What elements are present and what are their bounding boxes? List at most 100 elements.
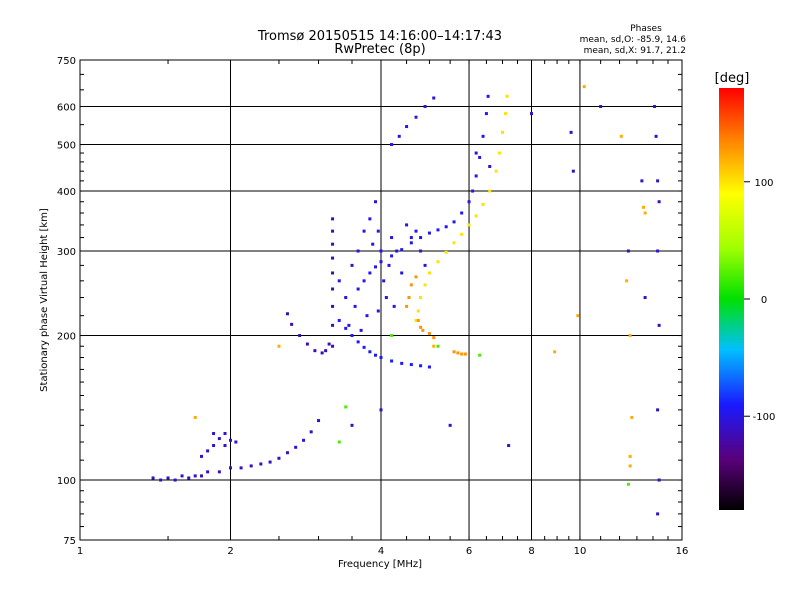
data-point [626, 482, 630, 486]
data-point [409, 283, 413, 287]
data-point [599, 105, 603, 109]
data-point [217, 470, 221, 474]
data-point [444, 250, 448, 254]
x-tick-label: 16 [676, 546, 689, 557]
data-point [640, 179, 644, 183]
data-point [368, 217, 372, 221]
data-point [405, 304, 409, 308]
data-point [657, 200, 661, 204]
data-point [467, 200, 471, 204]
y-tick-label: 600 [57, 103, 76, 114]
data-point [313, 349, 317, 353]
x-axis-label: Frequency [MHz] [338, 559, 422, 570]
data-point [217, 437, 221, 441]
data-point [259, 462, 263, 466]
data-point [365, 314, 369, 318]
data-point [407, 296, 411, 300]
data-point [173, 478, 177, 482]
data-point [229, 466, 232, 470]
data-point [432, 96, 436, 100]
x-tick-label: 8 [528, 546, 534, 557]
data-point [347, 323, 351, 327]
x-tick-label: 1 [77, 546, 83, 557]
data-point [187, 476, 191, 480]
data-point [414, 229, 418, 233]
data-point [414, 115, 418, 119]
data-point [309, 430, 313, 434]
data-point [478, 353, 482, 357]
data-point [200, 454, 204, 458]
y-tick-label: 500 [57, 141, 76, 152]
data-point [180, 474, 184, 478]
data-point [452, 350, 456, 354]
data-point [331, 304, 335, 308]
data-point [298, 334, 302, 338]
data-point [390, 359, 394, 363]
data-point [382, 279, 386, 283]
colorbar-tick-label: 0 [761, 295, 767, 306]
data-point [384, 296, 388, 300]
data-point [337, 279, 341, 283]
y-tick-label: 400 [57, 187, 76, 198]
data-point [448, 423, 452, 427]
data-point [395, 249, 399, 253]
data-point [409, 241, 413, 245]
data-point [419, 364, 423, 368]
data-point [229, 438, 232, 442]
y-tick-label: 75 [63, 536, 76, 547]
data-point [234, 440, 238, 444]
stats-x-line: mean, sd,X: 91.7, 21.2 [584, 46, 686, 56]
data-point [379, 249, 383, 253]
data-point [416, 309, 420, 313]
data-point [285, 312, 289, 316]
data-point [223, 432, 227, 436]
data-point [471, 189, 475, 193]
data-point [460, 211, 464, 215]
data-point [331, 256, 335, 260]
data-point [643, 211, 647, 215]
data-point [582, 85, 586, 89]
data-point [478, 155, 482, 159]
axis-ticks [79, 59, 683, 541]
data-point [423, 105, 427, 109]
x-tick-label: 6 [466, 546, 472, 557]
data-point [400, 361, 404, 365]
data-point [374, 200, 378, 204]
data-point [427, 331, 431, 335]
data-point [414, 275, 418, 279]
data-point [331, 242, 335, 246]
data-point [436, 344, 440, 348]
data-point [166, 476, 170, 480]
data-point [327, 342, 331, 346]
data-point [268, 460, 272, 464]
data-point [249, 464, 253, 468]
data-point [223, 444, 227, 448]
data-point [159, 478, 163, 482]
colorbar-ticks: 100 0 -100 [744, 178, 775, 423]
data-point [390, 334, 394, 338]
colorbar-label: [deg] [715, 71, 750, 86]
y-tick-labels: 75 100 200 300 400 500 600 750 [57, 56, 76, 547]
data-point [324, 349, 328, 353]
data-point [212, 444, 216, 448]
data-point [356, 340, 360, 344]
data-point [474, 151, 478, 155]
y-axis-label: Stationary phase Virtual Height [km] [39, 208, 50, 392]
data-point [320, 351, 324, 355]
chart-title-line1: Tromsø 20150515 14:16:00–14:17:43 [257, 29, 502, 44]
data-point [350, 334, 354, 338]
data-point [368, 350, 372, 354]
data-point [397, 134, 401, 138]
data-point [362, 279, 366, 283]
data-point [277, 344, 281, 348]
data-point [350, 263, 354, 267]
data-point [619, 134, 623, 138]
data-point [331, 229, 335, 233]
data-point [497, 151, 501, 155]
data-point [657, 478, 661, 482]
data-point [285, 451, 289, 455]
data-point [356, 249, 360, 253]
data-point [553, 350, 557, 354]
data-point [423, 263, 427, 267]
